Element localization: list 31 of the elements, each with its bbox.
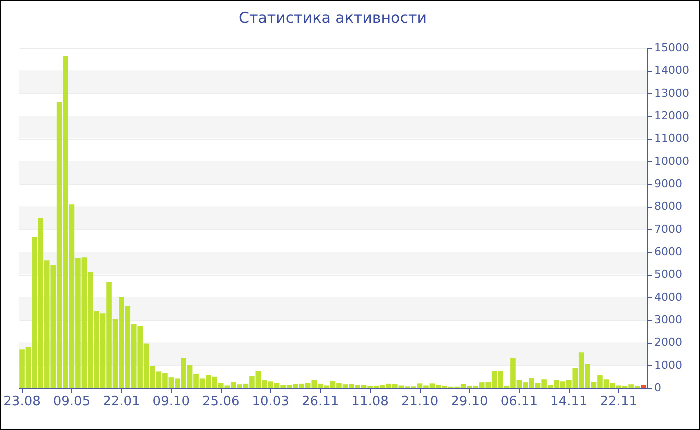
- x-tick-label: 11.08: [352, 394, 389, 410]
- y-tick-label: 2000: [654, 336, 682, 350]
- y-tick-label: 7000: [654, 222, 682, 236]
- y-tick-label: 5000: [654, 268, 682, 282]
- y-tick-label: 10000: [654, 154, 690, 168]
- x-tick-label: 06.11: [500, 394, 538, 410]
- x-tick-label: 09.10: [152, 394, 190, 410]
- y-tick-label: 14000: [654, 64, 690, 78]
- y-tick-label: 15000: [654, 42, 690, 54]
- y-tick-label: 3000: [654, 314, 682, 326]
- x-tick-label: 22.11: [600, 394, 638, 410]
- x-tick-label: 10.03: [252, 394, 290, 410]
- y-tick-label: 12000: [654, 110, 690, 122]
- x-tick-label: 09.05: [53, 394, 91, 410]
- x-tick-label: 14.11: [550, 394, 588, 410]
- y-tick-label: 13000: [654, 86, 690, 100]
- y-tick-label: 4000: [654, 290, 682, 304]
- chart-title: Статистика активности: [239, 9, 427, 27]
- y-tick-label: 11000: [654, 132, 690, 146]
- y-tick-label: 1000: [654, 358, 682, 372]
- x-tick-label: 25.06: [202, 394, 240, 410]
- y-tick-label: 9000: [654, 178, 682, 190]
- y-tick-label: 0: [654, 382, 662, 394]
- x-tick-label: 21.10: [401, 394, 439, 410]
- x-tick-label: 26.11: [302, 394, 340, 410]
- y-tick-label: 6000: [654, 246, 682, 258]
- y-tick-label: 8000: [654, 200, 682, 214]
- x-tick-label: 29.10: [451, 394, 488, 410]
- x-tick-label: 22.01: [103, 394, 140, 410]
- x-tick-label: 23.08: [4, 394, 41, 410]
- bar: [641, 385, 646, 388]
